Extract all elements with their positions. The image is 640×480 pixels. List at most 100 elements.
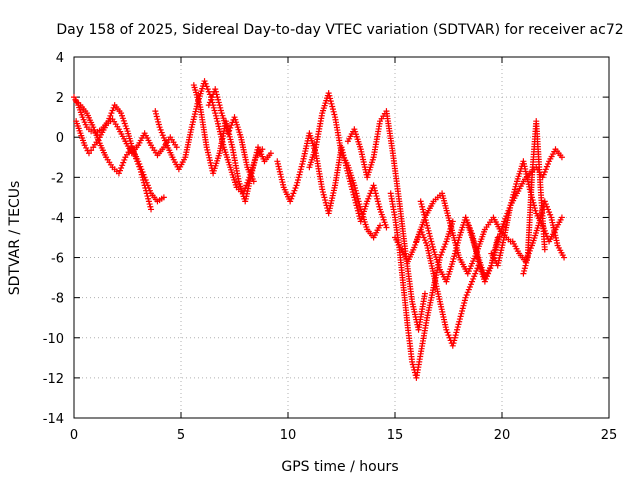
data-point — [277, 171, 284, 178]
data-point — [546, 209, 553, 216]
data-point — [426, 233, 433, 240]
data-point — [211, 107, 218, 114]
data-point — [508, 197, 515, 204]
data-point — [119, 162, 126, 169]
data-point — [458, 310, 465, 317]
data-point — [145, 198, 152, 205]
data-point — [215, 123, 222, 130]
data-point — [443, 326, 450, 333]
data-point — [501, 218, 508, 225]
data-point — [212, 112, 219, 119]
data-point — [354, 193, 361, 200]
data-point — [377, 222, 384, 229]
data-point — [217, 107, 224, 114]
data-point — [107, 112, 114, 119]
data-point — [287, 198, 294, 205]
data-point — [429, 241, 436, 248]
data-point — [290, 190, 297, 197]
data-point — [472, 270, 479, 277]
data-point — [450, 255, 457, 262]
data-point — [288, 195, 295, 202]
data-point — [348, 183, 355, 190]
data-point — [146, 187, 153, 194]
data-point — [349, 189, 356, 196]
data-point — [207, 96, 214, 103]
y-tick-label: -4 — [51, 211, 64, 226]
data-point — [189, 121, 196, 128]
data-point — [276, 166, 283, 173]
x-tick-label: 5 — [177, 428, 185, 443]
data-point — [206, 99, 213, 106]
data-point — [214, 94, 221, 101]
data-point — [215, 96, 222, 103]
data-point — [85, 150, 92, 157]
data-point — [349, 186, 356, 193]
data-point — [494, 241, 501, 248]
data-point — [541, 168, 548, 175]
y-axis-ticks: 4 2 0 -2 -4 -6 -8 -10 -12 -14 — [43, 51, 609, 427]
data-point — [542, 166, 549, 173]
data-point — [157, 126, 164, 133]
data-point — [193, 105, 200, 112]
data-point — [438, 251, 445, 258]
data-point — [204, 86, 211, 93]
data-point — [351, 182, 358, 189]
data-point — [353, 202, 360, 209]
data-point — [143, 179, 150, 186]
data-point — [511, 189, 518, 196]
data-point — [295, 174, 302, 181]
data-point — [469, 278, 476, 285]
data-point — [215, 120, 222, 127]
data-point — [319, 186, 326, 193]
data-point — [424, 222, 431, 229]
data-point — [523, 257, 530, 264]
data-point — [509, 194, 516, 201]
data-point — [375, 201, 382, 208]
data-point — [242, 185, 249, 192]
data-point — [493, 243, 500, 250]
data-point — [327, 95, 334, 102]
data-point — [423, 239, 430, 246]
data-point — [94, 134, 101, 141]
data-point — [461, 297, 468, 304]
data-point — [212, 88, 219, 95]
data-point — [203, 83, 210, 90]
data-point — [217, 104, 224, 111]
data-point — [161, 137, 168, 144]
data-point — [543, 203, 550, 210]
data-point — [372, 190, 379, 197]
data-point — [372, 187, 379, 194]
data-point — [420, 209, 427, 216]
data-point — [451, 334, 458, 341]
data-point — [209, 94, 216, 101]
data-point — [455, 321, 462, 328]
data-point — [451, 250, 458, 257]
data-point — [370, 182, 377, 189]
data-point — [561, 254, 568, 261]
plot-frame — [73, 56, 610, 419]
data-point — [297, 166, 304, 173]
series-arc10 — [387, 190, 456, 381]
y-tick-label: -8 — [51, 292, 64, 307]
data-point — [508, 199, 515, 206]
data-point — [364, 198, 371, 205]
data-point — [95, 137, 102, 144]
data-point — [205, 102, 212, 109]
data-point — [465, 286, 472, 293]
chart-title: Day 158 of 2025, Sidereal Day-to-day VTE… — [56, 22, 623, 38]
data-point — [138, 166, 145, 173]
data-point — [212, 110, 219, 117]
data-point — [429, 243, 436, 250]
data-point — [152, 108, 159, 115]
data-point — [352, 185, 359, 192]
data-point — [296, 171, 303, 178]
data-point — [251, 159, 258, 166]
data-point — [228, 141, 235, 148]
data-point — [357, 203, 364, 210]
data-point — [383, 224, 390, 231]
data-point — [420, 234, 427, 241]
data-point — [140, 171, 147, 178]
data-point — [227, 136, 234, 143]
data-point — [252, 154, 259, 161]
